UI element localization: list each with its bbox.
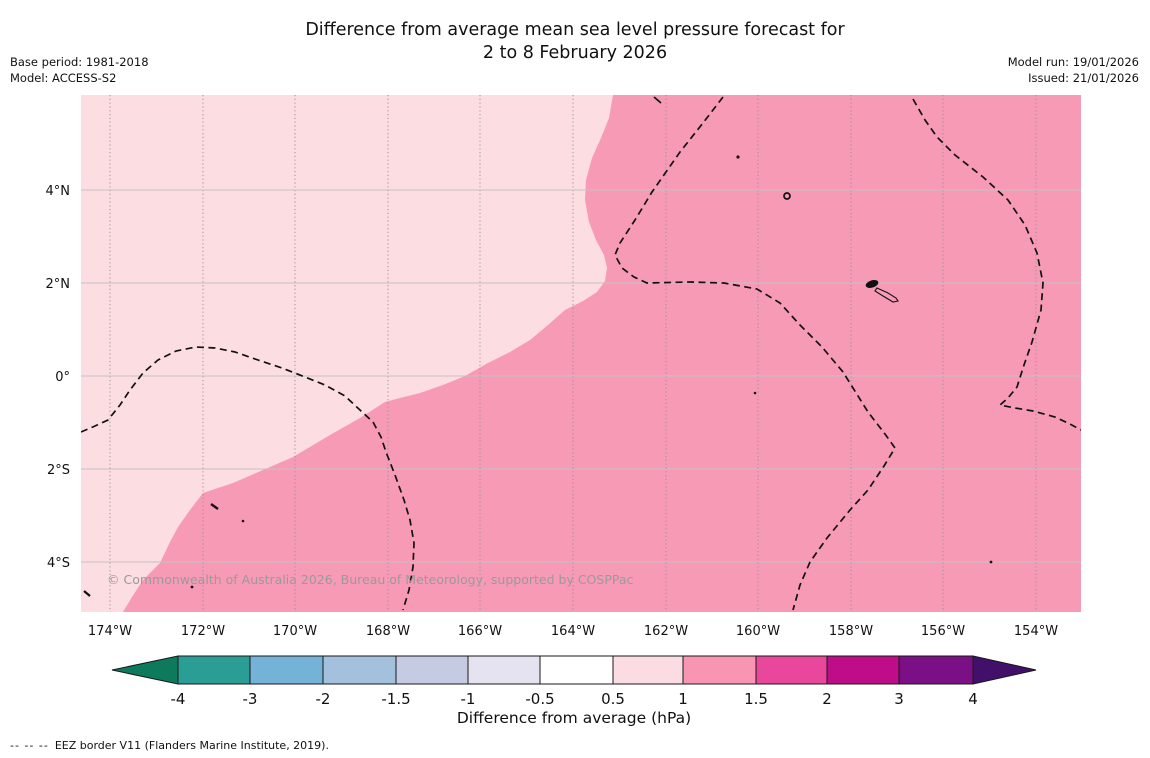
cbar-tick: 2 [822,690,832,708]
map-region-dark-pink [123,95,1081,612]
x-tick: 170°W [273,624,317,639]
y-tick-4s: 4°S [47,556,70,571]
map-copyright: © Commonwealth of Australia 2026, Bureau… [107,572,633,587]
cbar-tick: -4 [171,690,186,708]
eez-footnote: -- -- -- EEZ border V11 (Flanders Marine … [10,739,329,752]
island-dash [210,503,219,510]
figure-title: Difference from average mean sea level p… [0,19,1150,65]
cbar-tick: -1.5 [381,690,410,708]
meta-right: Model run: 19/01/2026 Issued: 21/01/2026 [1008,54,1139,86]
eez-border-lines [81,96,1081,611]
eez-border-west [81,346,415,611]
meta-left: Base period: 1981-2018 Model: ACCESS-S2 [10,54,149,86]
cbar-tick: 1.5 [744,690,768,708]
cbar-tick: -2 [316,690,331,708]
cbar-tick: -0.5 [525,690,554,708]
y-tick-2n: 2°N [46,277,71,292]
island-dot [190,585,194,589]
colorbar-arrow-right [972,655,1037,685]
colorbar-label: Difference from average (hPa) [456,709,692,727]
colorbar-segment [322,655,397,685]
colorbar-segment [539,655,614,685]
x-tick: 172°W [181,624,225,639]
eez-dash-key: -- -- -- [10,739,49,752]
island-dot [753,391,757,395]
colorbar-segment [755,655,828,685]
eez-footnote-text: EEZ border V11 (Flanders Marine Institut… [54,739,329,752]
y-tick-4n: 4°N [46,184,71,199]
y-tick-2s: 2°S [47,463,70,478]
island-dot [241,519,245,523]
x-tick: 166°W [458,624,502,639]
island-dash [83,590,91,597]
map-plot-area: © Commonwealth of Australia 2026, Bureau… [81,95,1081,612]
y-axis-labels: 4°N 2°N 0° 2°S 4°S [46,184,71,571]
x-tick: 168°W [366,624,410,639]
title-line1: Difference from average mean sea level p… [305,20,845,40]
colorbar [111,655,1037,685]
cbar-tick: -3 [243,690,258,708]
vertical-gridlines [109,95,1037,612]
base-period-text: Base period: 1981-2018 [10,55,149,69]
x-tick: 156°W [921,624,965,639]
colorbar-arrow-left [111,655,179,685]
x-tick: 160°W [736,624,780,639]
cbar-tick: -1 [461,690,476,708]
colorbar-segment [467,655,541,685]
colorbar-segment [395,655,469,685]
island-dot [989,560,993,564]
cbar-tick: 0.5 [601,690,625,708]
cbar-tick: 4 [968,690,978,708]
island-atoll-blob [865,280,879,288]
title-line2: 2 to 8 February 2026 [482,43,668,63]
island-ring [783,192,791,200]
colorbar-segment [682,655,757,685]
issued-text: Issued: 21/01/2026 [1028,71,1139,85]
colorbar-segment [898,655,974,685]
islands [83,155,993,597]
eez-border-top-fragment [653,96,662,104]
eez-border-east [912,98,1081,431]
cbar-tick: 3 [894,690,904,708]
x-tick: 174°W [88,624,132,639]
model-run-text: Model run: 19/01/2026 [1007,55,1139,69]
colorbar-segment [612,655,684,685]
colorbar-segment [826,655,900,685]
x-tick: 162°W [644,624,688,639]
x-axis-labels: 174°W 172°W 170°W 168°W 166°W 164°W 162°… [88,624,1058,639]
horizontal-gridlines [81,189,1081,563]
eez-border-central [614,96,897,611]
colorbar-segment [177,655,251,685]
x-tick: 158°W [829,624,873,639]
colorbar-segment [249,655,324,685]
colorbar-tick-labels: -4 -3 -2 -1.5 -1 -0.5 0.5 1 1.5 2 3 4 [171,690,978,708]
model-text: Model: ACCESS-S2 [10,71,117,85]
y-tick-0: 0° [55,370,70,385]
island-dot [736,155,740,159]
island-atoll-outline [874,287,899,303]
cbar-tick: 1 [678,690,688,708]
x-tick: 154°W [1014,624,1058,639]
x-tick: 164°W [551,624,595,639]
